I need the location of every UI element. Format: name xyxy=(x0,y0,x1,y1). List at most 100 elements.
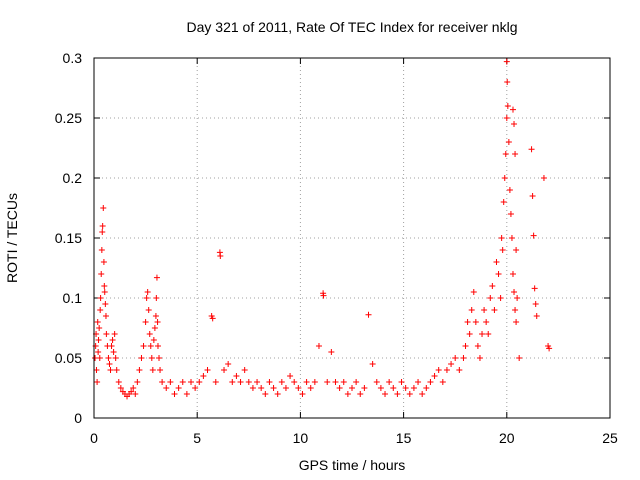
data-point xyxy=(489,283,496,289)
data-point xyxy=(513,247,520,253)
data-point xyxy=(415,379,422,385)
data-point xyxy=(315,343,322,349)
plot-frame xyxy=(93,57,611,419)
data-point xyxy=(472,319,479,325)
data-point xyxy=(307,385,314,391)
data-point xyxy=(295,385,302,391)
data-point xyxy=(154,343,161,349)
data-point xyxy=(134,379,141,385)
data-point xyxy=(274,391,281,397)
data-point xyxy=(474,343,481,349)
data-point xyxy=(153,274,160,281)
data-point xyxy=(506,187,513,193)
data-point xyxy=(111,331,118,337)
data-point xyxy=(479,331,486,337)
data-point xyxy=(373,379,380,385)
data-point xyxy=(156,355,163,361)
data-point xyxy=(503,58,510,65)
data-point xyxy=(303,379,310,385)
data-point xyxy=(540,175,547,181)
data-point xyxy=(487,295,494,301)
data-point xyxy=(153,295,160,301)
data-point xyxy=(509,106,516,113)
data-point xyxy=(94,379,101,385)
data-point xyxy=(382,391,389,397)
data-point xyxy=(157,367,164,373)
data-point xyxy=(97,307,104,313)
data-point xyxy=(225,361,232,367)
data-point xyxy=(192,385,199,391)
data-point xyxy=(101,283,108,289)
data-point xyxy=(508,235,515,241)
data-point xyxy=(196,379,203,385)
data-point xyxy=(138,355,145,361)
data-point xyxy=(291,379,298,385)
data-point xyxy=(112,355,119,361)
data-point xyxy=(324,379,331,385)
data-point xyxy=(529,193,536,199)
data-point xyxy=(159,379,166,385)
data-point xyxy=(499,247,506,253)
y-tick-label: 0.05 xyxy=(55,350,82,366)
data-point xyxy=(96,325,103,331)
y-axis-label: ROTI / TECUs xyxy=(4,193,20,283)
data-point xyxy=(266,379,273,385)
data-point xyxy=(103,331,110,337)
data-point xyxy=(171,391,178,397)
data-point xyxy=(460,355,467,361)
data-point xyxy=(149,367,156,373)
data-point xyxy=(98,247,105,253)
data-point xyxy=(398,379,405,385)
data-point xyxy=(237,379,244,385)
data-point xyxy=(410,385,417,391)
data-point xyxy=(509,271,516,277)
data-point xyxy=(394,391,401,397)
x-tick-label: 5 xyxy=(193,430,201,446)
data-point xyxy=(481,307,488,313)
data-point xyxy=(493,259,500,265)
data-point xyxy=(254,379,261,385)
data-point xyxy=(188,379,195,385)
data-point xyxy=(504,79,511,85)
data-point xyxy=(435,367,442,373)
data-point xyxy=(115,379,122,385)
data-point xyxy=(113,367,120,373)
data-point xyxy=(140,343,147,349)
data-point xyxy=(102,313,109,319)
x-tick-label: 25 xyxy=(602,430,618,446)
x-tick-label: 20 xyxy=(499,430,515,446)
data-point xyxy=(419,391,426,397)
data-point xyxy=(328,349,335,355)
data-point xyxy=(504,103,511,109)
data-point xyxy=(130,385,137,391)
data-point xyxy=(95,349,102,355)
data-point xyxy=(423,385,430,391)
data-point xyxy=(546,345,553,352)
data-point xyxy=(144,289,151,295)
x-axis-label: GPS time / hours xyxy=(299,457,406,473)
data-point xyxy=(147,343,154,349)
data-point xyxy=(99,229,106,235)
data-point xyxy=(204,367,211,373)
data-point xyxy=(406,391,413,397)
y-tick-label: 0.1 xyxy=(63,290,83,306)
data-point xyxy=(212,379,219,385)
data-point xyxy=(233,373,240,379)
data-point xyxy=(344,391,351,397)
data-point xyxy=(96,355,103,361)
data-point xyxy=(466,331,473,337)
data-point xyxy=(136,367,143,373)
data-point xyxy=(514,295,521,301)
data-point xyxy=(452,355,459,361)
data-point xyxy=(105,355,112,361)
data-point xyxy=(154,319,161,325)
data-point xyxy=(94,319,101,325)
grid-lines xyxy=(94,58,610,418)
data-point xyxy=(100,205,107,211)
data-points xyxy=(92,58,553,400)
data-point xyxy=(108,343,115,349)
data-point xyxy=(167,379,174,385)
data-point xyxy=(531,285,538,292)
data-point xyxy=(505,139,512,145)
data-point xyxy=(320,292,327,299)
